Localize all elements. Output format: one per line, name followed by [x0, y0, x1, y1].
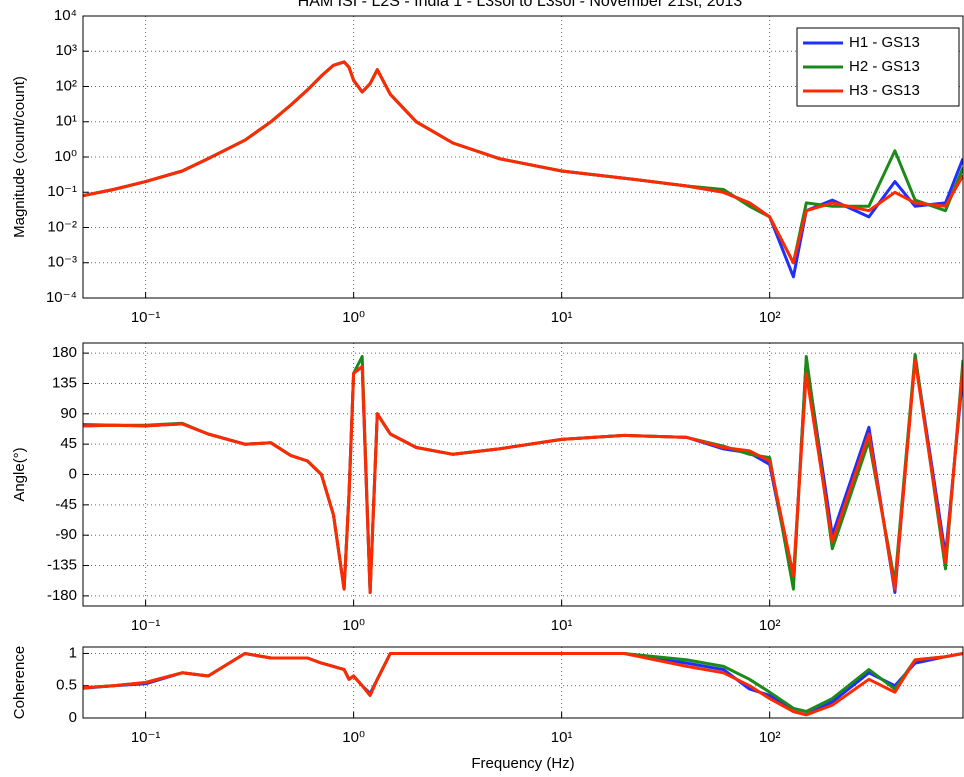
y-tick-label: -180 [47, 587, 77, 604]
x-tick-label: 10⁻¹ [131, 729, 161, 746]
x-tick-label: 10¹ [551, 617, 573, 634]
y-tick-label: 10² [55, 77, 77, 94]
x-tick-label: 10² [759, 309, 781, 326]
x-tick-label: 10⁻¹ [131, 309, 161, 326]
data-line [83, 60, 963, 265]
x-tick-label: 10² [759, 617, 781, 634]
chart-title: HAM ISI - L2S - India 1 - L3sol to L3sol… [298, 0, 743, 10]
axes-frame [82, 15, 964, 299]
y-tick-label: 10⁻⁴ [46, 289, 77, 306]
y-tick-label: 10¹ [55, 113, 77, 130]
y-tick-label: 10⁰ [54, 148, 77, 165]
x-tick-label: 10¹ [551, 309, 573, 326]
y-tick-label: -135 [47, 557, 77, 574]
y-tick-label: 10⁴ [54, 7, 77, 24]
legend-label: H1 - GS13 [849, 34, 920, 51]
x-tick-label: 10⁰ [342, 729, 365, 746]
y-tick-label: 135 [52, 374, 77, 391]
y-tick-label: 10⁻³ [47, 254, 77, 271]
data-line [83, 358, 963, 594]
data-line [83, 652, 963, 717]
y-tick-label: 1 [69, 644, 77, 661]
y-tick-label: 180 [52, 344, 77, 361]
x-axis-label: Frequency (Hz) [471, 755, 574, 772]
x-tick-label: 10⁰ [342, 309, 365, 326]
y-tick-label: 45 [60, 435, 77, 452]
y-tick-label: -45 [55, 496, 77, 513]
y-axis-label: Angle(°) [11, 447, 28, 501]
legend-label: H3 - GS13 [849, 82, 920, 99]
x-tick-label: 10² [759, 729, 781, 746]
y-tick-label: 0 [69, 465, 77, 482]
plot-area [83, 647, 963, 718]
y-tick-label: 10³ [55, 42, 77, 59]
y-tick-label: -90 [55, 526, 77, 543]
y-tick-label: 0 [69, 709, 77, 726]
y-tick-label: 0.5 [56, 677, 77, 694]
legend-label: H2 - GS13 [849, 58, 920, 75]
x-tick-label: 10⁰ [342, 617, 365, 634]
y-tick-label: 10⁻¹ [47, 183, 77, 200]
y-axis-label: Magnitude (count/count) [11, 76, 28, 238]
y-tick-label: 90 [60, 405, 77, 422]
x-tick-label: 10⁻¹ [131, 617, 161, 634]
y-tick-label: 10⁻² [47, 218, 77, 235]
y-axis-label: Coherence [11, 646, 28, 719]
axes-frame [82, 646, 964, 719]
x-tick-label: 10¹ [551, 729, 573, 746]
axes-frame [82, 342, 964, 607]
